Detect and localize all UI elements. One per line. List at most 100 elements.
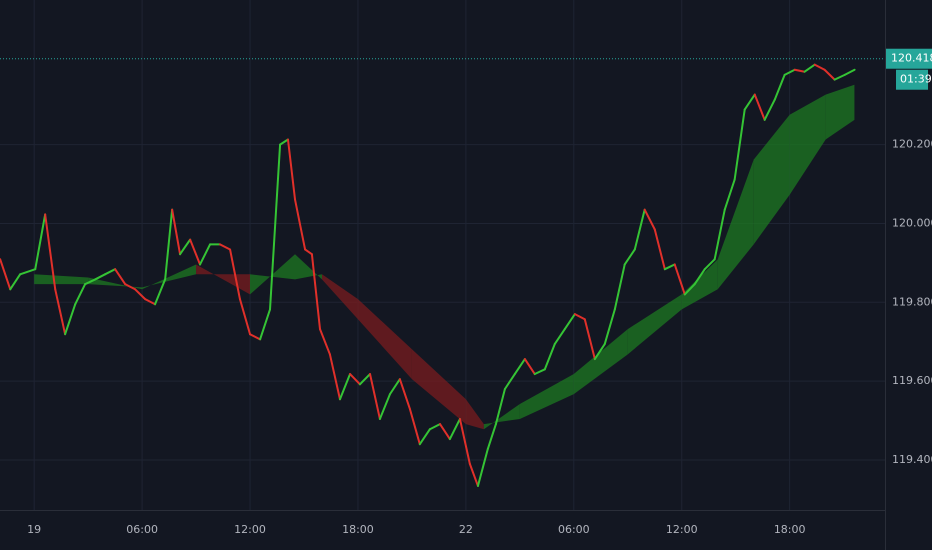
price-segment [468, 462, 479, 487]
price-segment [438, 423, 451, 441]
x-tick-label: 06:00 [126, 523, 158, 536]
price-segment [328, 353, 341, 401]
price-segment [199, 243, 212, 266]
y-tick-label: 119.600 [892, 374, 932, 387]
price-segment [813, 63, 826, 71]
ma-band [34, 274, 89, 285]
price-segment [94, 273, 107, 281]
price-segment [179, 238, 192, 256]
countdown-label: 01:39 [900, 73, 932, 86]
price-segment [218, 243, 232, 251]
price-segment [44, 213, 57, 291]
price-segment [9, 273, 22, 291]
price-segment [503, 373, 516, 391]
price-segment [543, 343, 556, 371]
price-segment [279, 138, 289, 146]
price-segment [388, 378, 401, 396]
price-segment [286, 138, 296, 201]
price-segment [713, 208, 726, 261]
y-tick-label: 119.400 [892, 453, 932, 466]
price-segment [553, 328, 566, 346]
y-tick-label: 120.200 [892, 138, 932, 151]
x-tick-label: 19 [27, 523, 41, 536]
price-segment [448, 417, 461, 441]
price-segment [34, 213, 47, 271]
price-segment [64, 303, 77, 336]
ma-band [411, 349, 466, 425]
x-tick-label: 12:00 [234, 523, 266, 536]
ma-band [789, 94, 826, 195]
ma-band [681, 259, 718, 310]
price-segment [310, 253, 322, 331]
price-segment [763, 98, 776, 121]
price-segment [693, 268, 706, 286]
x-tick-label: 06:00 [558, 523, 590, 536]
price-segment [743, 93, 756, 111]
price-segment [0, 258, 12, 291]
x-tick-label: 18:00 [774, 523, 806, 536]
price-segment [783, 68, 796, 76]
price-segment [114, 268, 127, 286]
price-segment [593, 343, 606, 361]
price-segment [84, 278, 97, 286]
x-tick-label: 22 [459, 523, 473, 536]
ma-band [465, 399, 484, 430]
price-segment [486, 423, 497, 450]
price-segment [823, 68, 836, 81]
price-segment [663, 263, 676, 271]
x-tick-label: 12:00 [666, 523, 698, 536]
ma-band [753, 114, 790, 245]
price-segment [476, 447, 489, 487]
ma-band [573, 329, 628, 395]
price-segment [54, 288, 67, 336]
price-segment [154, 278, 167, 306]
price-segment [104, 268, 117, 276]
price-segment [428, 423, 441, 431]
price-segment [643, 208, 656, 231]
price-segment [833, 73, 846, 81]
price-segment [338, 373, 352, 401]
ma-band [825, 84, 855, 140]
price-segment [418, 428, 431, 446]
ma-band [88, 277, 143, 290]
price-segment [753, 93, 766, 121]
last-price-label: 120.418 [891, 52, 932, 65]
price-segment [583, 318, 596, 361]
price-segment [349, 373, 361, 386]
ma-band [142, 264, 197, 290]
price-segment [653, 228, 666, 271]
price-segment [238, 298, 252, 336]
price-segment [398, 378, 411, 411]
price-segment [19, 268, 37, 276]
price-segment [733, 108, 746, 181]
price-segment [523, 358, 536, 376]
price-segment [573, 313, 586, 321]
price-segment [259, 308, 271, 341]
price-segment [378, 393, 391, 420]
price-segment [408, 408, 421, 446]
price-segment [803, 63, 816, 73]
price-segment [249, 333, 262, 341]
price-segment [268, 143, 282, 311]
price-segment [189, 238, 202, 266]
price-segment [124, 283, 137, 291]
price-segment [294, 198, 307, 251]
price-segment [74, 283, 87, 306]
price-segment [673, 263, 686, 296]
price-segment [458, 417, 471, 465]
price-segment [494, 388, 506, 426]
price-segment [793, 68, 806, 73]
price-segment [703, 258, 716, 271]
price-segment [533, 368, 546, 376]
price-segment [164, 208, 174, 281]
price-segment [171, 208, 182, 256]
price-segment [723, 178, 736, 211]
price-segment [513, 358, 526, 376]
price-segment [613, 263, 626, 311]
ma-band [627, 294, 682, 355]
ma-band [519, 374, 574, 419]
price-segment [369, 373, 381, 420]
x-tick-label: 18:00 [342, 523, 374, 536]
price-segment [683, 283, 696, 296]
price-segment [304, 248, 313, 256]
